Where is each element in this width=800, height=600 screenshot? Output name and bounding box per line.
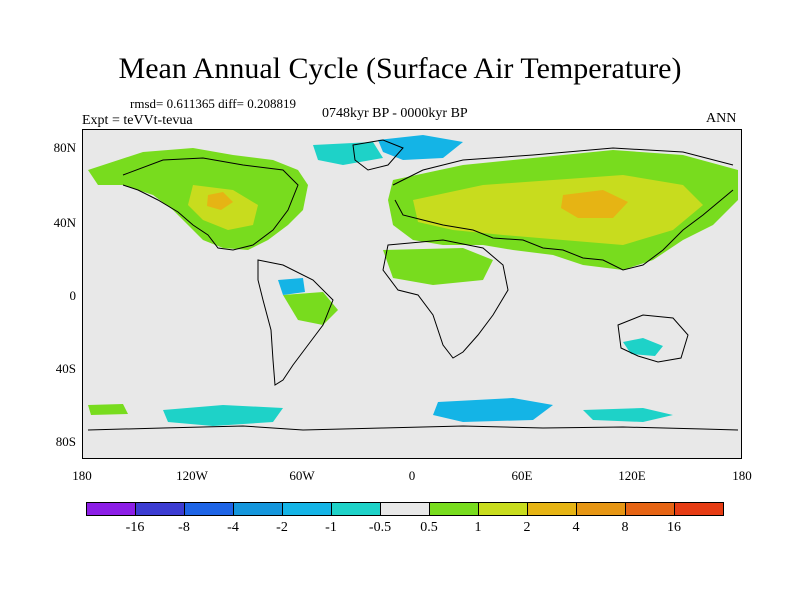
colorbar [86, 502, 724, 516]
anomaly-southern-ocean-3 [583, 408, 673, 422]
colorbar-swatch [233, 502, 283, 516]
colorbar-swatch [625, 502, 675, 516]
colorbar-tick-label: -8 [178, 520, 190, 535]
coast-australia [617, 314, 689, 363]
lat-label-40s: 40S [55, 361, 76, 376]
colorbar-tick-label: 16 [667, 520, 681, 535]
lat-label-80n: 80N [53, 140, 76, 155]
colorbar-tick-label: 4 [572, 520, 580, 535]
lat-label-40n: 40N [53, 215, 76, 230]
colorbar-swatch [380, 502, 430, 516]
colorbar-swatch [282, 502, 332, 516]
colorbar-tick-label: -0.5 [368, 520, 392, 535]
coastline-layer [87, 139, 739, 431]
colorbar-tick-label: -1 [325, 520, 337, 535]
coast-south-america [257, 259, 334, 386]
colorbar-swatch [184, 502, 234, 516]
colorbar-swatch [86, 502, 136, 516]
lon-label-0: 0 [408, 468, 416, 483]
plot-title: Mean Annual Cycle (Surface Air Temperatu… [118, 52, 682, 85]
anomaly-australia [623, 338, 663, 356]
anomaly-africa-north [383, 248, 493, 285]
anomaly-eurasia-mid [413, 175, 703, 245]
lat-label-0: 0 [69, 288, 77, 303]
lon-label-120e: 120E [618, 468, 646, 483]
anomaly-asia-warm [561, 190, 628, 218]
lon-label-180e: 180 [732, 468, 752, 483]
anomaly-greenland [378, 135, 463, 160]
coast-greenland [352, 139, 404, 171]
colorbar-tick-label: 1 [474, 520, 482, 535]
colorbar-swatch [429, 502, 479, 516]
lat-label-80s: 80S [55, 434, 76, 449]
stats-text: rmsd= 0.611365 diff= 0.208819 [130, 96, 296, 111]
coast-eurasia [392, 147, 734, 271]
colorbar-tick-label: 8 [621, 520, 629, 535]
map-panel [82, 129, 742, 459]
colorbar-swatch [527, 502, 577, 516]
anomaly-southern-ocean-1 [163, 405, 283, 426]
experiment-label: Expt = teVVt-tevua [82, 113, 193, 128]
coast-antarctica [87, 425, 739, 431]
anomaly-arctic-cold [313, 142, 383, 165]
anomaly-fill-layer [88, 135, 738, 426]
colorbar-tick-label: -4 [227, 520, 239, 535]
anomaly-south-america-neg [278, 278, 305, 295]
lon-label-180w: 180 [72, 468, 92, 483]
colorbar-tick-label: -16 [125, 520, 145, 535]
lon-label-120w: 120W [176, 468, 208, 483]
anomaly-antarctic-rim [88, 404, 128, 415]
lon-label-60w: 60W [289, 468, 315, 483]
period-label: 0748kyr BP - 0000kyr BP [322, 106, 468, 121]
colorbar-tick-label: 2 [523, 520, 531, 535]
colorbar-tick-label: -2 [276, 520, 288, 535]
anomaly-southern-ocean-2 [433, 398, 553, 422]
colorbar-swatch [576, 502, 626, 516]
season-label: ANN [706, 111, 737, 126]
colorbar-swatch [135, 502, 185, 516]
lon-label-60e: 60E [511, 468, 533, 483]
colorbar-tick-label: 0.5 [420, 520, 438, 535]
anomaly-canada-warm [207, 192, 233, 210]
colorbar-swatch [674, 502, 724, 516]
map-canvas [87, 135, 739, 431]
anomaly-south-america-pos [283, 292, 338, 325]
coast-north-america [122, 157, 299, 251]
colorbar-swatch [478, 502, 528, 516]
coast-africa [382, 239, 509, 359]
colorbar-swatch [331, 502, 381, 516]
